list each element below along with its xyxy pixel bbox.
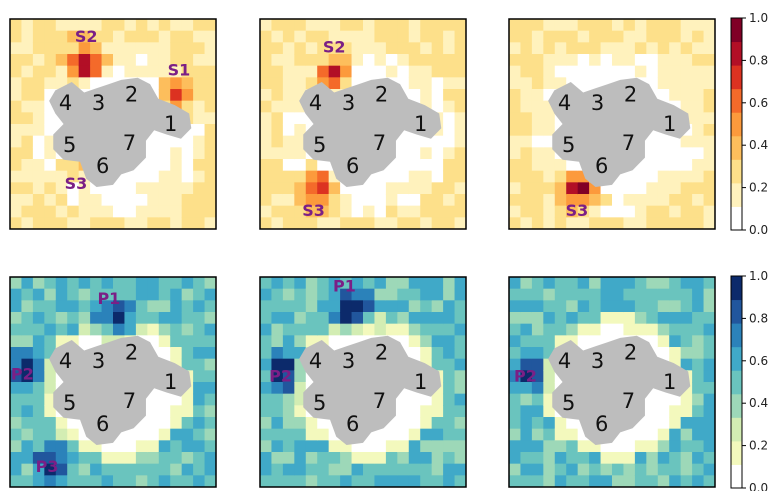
residue-5: 5 — [313, 133, 326, 157]
residue-7: 7 — [622, 389, 635, 413]
site-s3: S3 — [302, 201, 325, 220]
residue-7: 7 — [622, 131, 635, 155]
residue-5: 5 — [63, 133, 76, 157]
residue-7: 7 — [373, 131, 386, 155]
colorbar-a: 0.0 0.2 0.4 0.6 0.8 1.0 — [730, 11, 768, 237]
protein-silhouette — [548, 77, 691, 187]
site-p3: P3 — [36, 457, 59, 476]
colorbar-b: 0.0 0.2 0.4 0.6 0.8 1.0 — [730, 269, 768, 491]
residue-2: 2 — [375, 83, 388, 107]
protein-silhouette — [299, 77, 442, 187]
panel-a2: 1 234 567 S2 S3 — [259, 18, 467, 230]
colorbar-tick: 1.0 — [749, 269, 768, 283]
residue-4: 4 — [558, 91, 571, 115]
colorbar-tick: 0.2 — [749, 439, 768, 453]
residue-7: 7 — [123, 131, 136, 155]
residue-2: 2 — [125, 83, 138, 107]
residue-5: 5 — [562, 391, 575, 415]
panel-a1: 1 234 567 S2 S1 S3 — [9, 18, 217, 230]
residue-2: 2 — [624, 83, 637, 107]
residue-6: 6 — [96, 154, 109, 178]
residue-2: 2 — [624, 341, 637, 365]
residue-2: 2 — [125, 341, 138, 365]
protein-silhouette — [299, 335, 442, 445]
residue-4: 4 — [59, 91, 72, 115]
residue-1: 1 — [663, 112, 676, 136]
site-s3: S3 — [566, 201, 589, 220]
residue-3: 3 — [342, 91, 355, 115]
panel-b2: 1 234 567 P1 P2 — [259, 276, 467, 488]
residue-5: 5 — [313, 391, 326, 415]
site-p1: P1 — [97, 289, 120, 308]
residue-1: 1 — [414, 112, 427, 136]
panel-a3: 1 234 567 S3 — [508, 18, 716, 230]
residue-5: 5 — [562, 133, 575, 157]
colorbar-tick: 0.2 — [749, 181, 768, 195]
colorbar-tick: 0.0 — [749, 481, 768, 491]
panel-b3: 1 234 567 P2 — [508, 276, 716, 488]
residue-6: 6 — [346, 154, 359, 178]
residue-1: 1 — [663, 370, 676, 394]
residue-5: 5 — [63, 391, 76, 415]
residue-3: 3 — [92, 91, 105, 115]
residue-3: 3 — [591, 91, 604, 115]
residue-4: 4 — [558, 349, 571, 373]
protein-silhouette — [49, 335, 192, 445]
colorbar-tick: 0.4 — [749, 138, 768, 152]
residue-6: 6 — [595, 154, 608, 178]
colorbar-tick: 0.8 — [749, 53, 768, 67]
colorbar-tick: 0.6 — [749, 96, 768, 110]
residue-1: 1 — [164, 112, 177, 136]
panel-b1: 1 234 567 P1 P2 P3 — [9, 276, 217, 488]
residue-7: 7 — [373, 389, 386, 413]
colorbar-tick: 0.8 — [749, 311, 768, 325]
site-s1: S1 — [168, 60, 191, 79]
site-p2: P2 — [269, 367, 292, 386]
site-s2: S2 — [75, 27, 98, 46]
site-p2: P2 — [514, 367, 537, 386]
protein-silhouette — [548, 335, 691, 445]
residue-2: 2 — [375, 341, 388, 365]
residue-4: 4 — [59, 349, 72, 373]
residue-1: 1 — [414, 370, 427, 394]
colorbar-tick: 1.0 — [749, 11, 768, 25]
residue-7: 7 — [123, 389, 136, 413]
residue-1: 1 — [164, 370, 177, 394]
colorbar-tick: 0.6 — [749, 354, 768, 368]
colorbar-tick: 0.0 — [749, 223, 768, 237]
residue-6: 6 — [346, 412, 359, 436]
site-s2: S2 — [323, 37, 346, 56]
residue-4: 4 — [309, 349, 322, 373]
site-p2: P2 — [11, 365, 34, 384]
site-s3: S3 — [65, 174, 88, 193]
residue-3: 3 — [591, 349, 604, 373]
residue-3: 3 — [92, 349, 105, 373]
residue-4: 4 — [309, 91, 322, 115]
site-p1: P1 — [333, 276, 356, 295]
colorbar-tick: 0.4 — [749, 396, 768, 410]
residue-6: 6 — [96, 412, 109, 436]
residue-6: 6 — [595, 412, 608, 436]
residue-3: 3 — [342, 349, 355, 373]
protein-silhouette — [49, 77, 192, 187]
